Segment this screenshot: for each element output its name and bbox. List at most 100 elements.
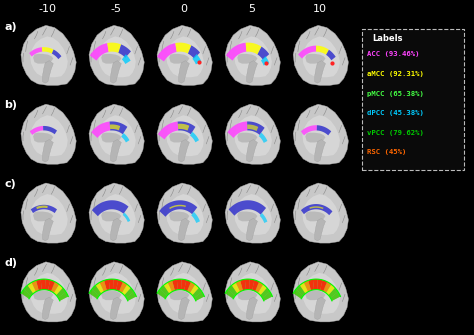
Polygon shape: [225, 279, 273, 301]
Polygon shape: [252, 280, 259, 291]
Polygon shape: [109, 122, 128, 134]
Polygon shape: [225, 183, 280, 243]
Polygon shape: [257, 47, 269, 60]
Polygon shape: [305, 54, 326, 64]
Polygon shape: [52, 50, 62, 59]
Text: 5: 5: [248, 4, 255, 14]
Polygon shape: [234, 194, 272, 235]
Polygon shape: [101, 290, 121, 300]
Polygon shape: [159, 200, 197, 217]
Text: ACC (93.46%): ACC (93.46%): [367, 51, 420, 57]
Polygon shape: [310, 206, 323, 209]
Polygon shape: [305, 211, 326, 221]
Polygon shape: [45, 279, 50, 290]
Polygon shape: [43, 139, 53, 162]
Polygon shape: [300, 282, 308, 294]
Polygon shape: [188, 46, 200, 59]
Polygon shape: [234, 37, 272, 77]
Polygon shape: [158, 122, 178, 139]
Polygon shape: [190, 132, 199, 142]
Polygon shape: [245, 279, 250, 290]
Polygon shape: [126, 292, 137, 301]
Polygon shape: [110, 124, 120, 130]
Polygon shape: [232, 282, 240, 294]
Polygon shape: [21, 183, 76, 243]
Polygon shape: [240, 206, 255, 208]
Polygon shape: [89, 183, 144, 243]
Polygon shape: [326, 50, 336, 60]
Polygon shape: [21, 279, 68, 301]
Text: d): d): [4, 258, 17, 268]
Polygon shape: [298, 46, 316, 59]
Polygon shape: [43, 297, 53, 320]
Polygon shape: [315, 218, 326, 241]
Polygon shape: [302, 37, 340, 77]
Polygon shape: [237, 133, 257, 142]
Polygon shape: [89, 289, 99, 299]
Polygon shape: [313, 279, 318, 290]
Polygon shape: [293, 279, 340, 301]
FancyBboxPatch shape: [362, 29, 464, 170]
Polygon shape: [323, 282, 331, 293]
Polygon shape: [166, 37, 204, 77]
Polygon shape: [169, 290, 190, 300]
Polygon shape: [21, 25, 76, 85]
Polygon shape: [246, 297, 257, 320]
Polygon shape: [48, 280, 55, 291]
Polygon shape: [302, 194, 340, 235]
Polygon shape: [179, 218, 190, 241]
Polygon shape: [296, 285, 305, 296]
Polygon shape: [178, 124, 189, 131]
Polygon shape: [225, 262, 280, 322]
Polygon shape: [315, 61, 326, 83]
Polygon shape: [169, 54, 190, 64]
Polygon shape: [166, 194, 204, 235]
Polygon shape: [89, 279, 137, 301]
Polygon shape: [315, 139, 326, 162]
Polygon shape: [317, 279, 322, 290]
Polygon shape: [228, 122, 247, 138]
Polygon shape: [184, 280, 191, 291]
Polygon shape: [157, 289, 167, 299]
Polygon shape: [30, 273, 68, 314]
Polygon shape: [98, 115, 136, 156]
Polygon shape: [293, 183, 348, 243]
Polygon shape: [157, 183, 212, 243]
Polygon shape: [58, 292, 68, 301]
Polygon shape: [305, 290, 326, 300]
Polygon shape: [261, 56, 269, 66]
Polygon shape: [103, 206, 117, 208]
Polygon shape: [36, 279, 42, 290]
Polygon shape: [175, 43, 191, 54]
Polygon shape: [24, 285, 33, 296]
Polygon shape: [187, 282, 195, 293]
Polygon shape: [177, 279, 182, 290]
Polygon shape: [110, 218, 121, 241]
Polygon shape: [30, 115, 68, 156]
Polygon shape: [228, 200, 266, 216]
Text: -10: -10: [39, 4, 57, 14]
Polygon shape: [33, 290, 53, 300]
Polygon shape: [169, 211, 190, 221]
Polygon shape: [113, 279, 118, 290]
Text: Labels: Labels: [372, 34, 402, 43]
Polygon shape: [237, 290, 257, 300]
Polygon shape: [157, 262, 212, 322]
Polygon shape: [240, 279, 246, 290]
Polygon shape: [246, 61, 257, 83]
Polygon shape: [237, 211, 257, 221]
Text: b): b): [4, 100, 17, 111]
Polygon shape: [110, 61, 121, 83]
Polygon shape: [21, 104, 76, 164]
Polygon shape: [328, 288, 338, 298]
Polygon shape: [92, 200, 128, 216]
Polygon shape: [98, 37, 136, 77]
Polygon shape: [293, 262, 348, 322]
Polygon shape: [317, 125, 331, 135]
Polygon shape: [234, 273, 272, 314]
Polygon shape: [178, 122, 195, 134]
Polygon shape: [246, 139, 257, 162]
Polygon shape: [122, 284, 131, 295]
Polygon shape: [90, 43, 109, 61]
Polygon shape: [89, 262, 144, 322]
